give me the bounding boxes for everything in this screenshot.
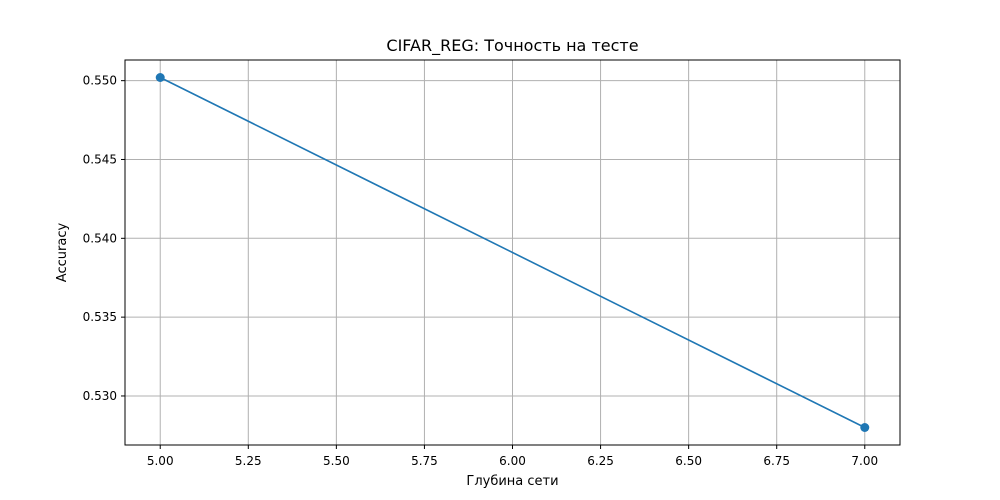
y-axis-label: Accuracy <box>55 223 70 283</box>
x-axis-label: Глубина сети <box>466 474 558 489</box>
x-tick-label: 7.00 <box>851 454 878 468</box>
y-tick-label: 0.545 <box>83 152 117 166</box>
y-tick-label: 0.540 <box>83 231 117 245</box>
x-tick-label: 6.00 <box>499 454 526 468</box>
y-axis-ticks: 0.530 0.535 0.540 0.545 0.550 <box>83 74 125 403</box>
x-tick-label: 5.00 <box>147 454 174 468</box>
x-tick-label: 6.75 <box>763 454 790 468</box>
x-axis-ticks: 5.00 5.25 5.50 5.75 6.00 6.25 6.50 6.75 7.00 <box>147 445 878 468</box>
x-tick-label: 6.50 <box>675 454 702 468</box>
grid <box>125 60 900 445</box>
data-point <box>155 73 165 82</box>
series-layer <box>155 73 870 432</box>
chart-title: CIFAR_REG: Точность на тесте <box>386 36 638 56</box>
x-tick-label: 6.25 <box>587 454 614 468</box>
x-tick-label: 5.50 <box>323 454 350 468</box>
x-tick-label: 5.25 <box>235 454 262 468</box>
y-tick-label: 0.550 <box>83 74 117 88</box>
data-point <box>860 423 870 432</box>
y-tick-label: 0.535 <box>83 310 117 324</box>
y-tick-label: 0.530 <box>83 389 117 403</box>
series-line <box>159 76 866 429</box>
x-tick-label: 5.75 <box>411 454 438 468</box>
